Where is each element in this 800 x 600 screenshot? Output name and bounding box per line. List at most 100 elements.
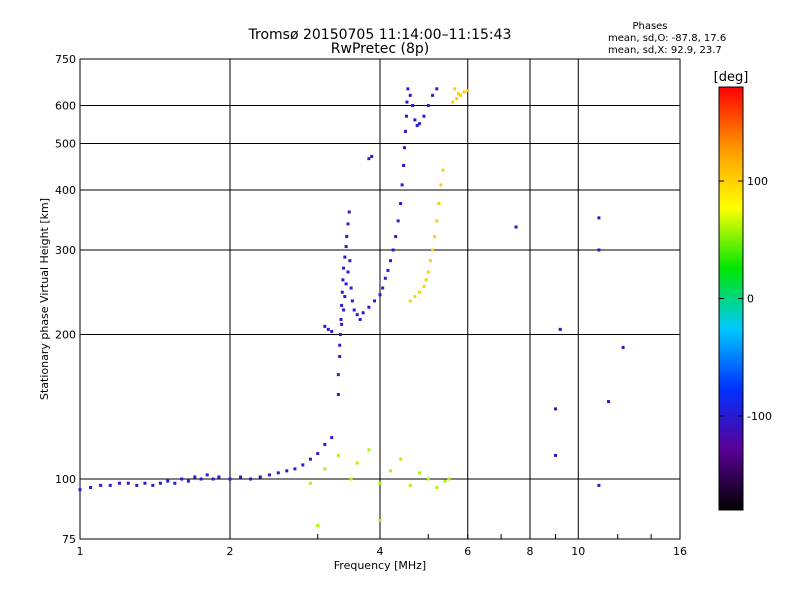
echo-point: [389, 469, 393, 473]
echo-point: [408, 483, 412, 487]
echo-point: [367, 157, 371, 161]
echo-point: [455, 97, 459, 101]
echo-point: [135, 483, 139, 487]
echo-point: [422, 284, 426, 288]
echo-point: [339, 317, 343, 321]
echo-point: [422, 114, 426, 118]
echo-point: [443, 479, 447, 483]
echo-point: [117, 481, 121, 485]
echo-point: [349, 286, 353, 290]
echo-point: [447, 477, 451, 481]
echo-point: [378, 518, 382, 522]
echo-point: [341, 278, 345, 282]
echo-point: [330, 329, 334, 333]
echo-point: [413, 118, 417, 122]
echo-point: [405, 100, 409, 104]
echo-point: [205, 473, 209, 477]
echo-point: [99, 483, 103, 487]
echo-point: [553, 453, 557, 457]
echo-point: [186, 479, 190, 483]
echo-point: [378, 481, 382, 485]
echo-point: [514, 225, 518, 229]
echo-point: [441, 168, 445, 172]
echo-point: [330, 436, 334, 440]
echo-point: [558, 327, 562, 331]
echo-point: [378, 293, 382, 297]
echo-point: [346, 222, 350, 226]
y-tick-label: 200: [55, 329, 76, 342]
echo-point: [457, 92, 461, 96]
echo-point: [78, 488, 82, 492]
echo-point: [126, 481, 130, 485]
echo-point: [424, 278, 428, 282]
echo-point: [406, 87, 410, 91]
echo-point: [417, 471, 421, 475]
y-tick-label: 750: [55, 53, 76, 66]
echo-point: [417, 290, 421, 294]
echo-point: [193, 475, 197, 479]
echo-point: [343, 295, 347, 299]
echo-point: [158, 481, 162, 485]
echo-point: [340, 322, 344, 326]
colorbar-tick-label: 0: [747, 293, 754, 306]
echo-point: [466, 88, 470, 92]
echo-point: [391, 248, 395, 252]
echo-point: [453, 87, 457, 91]
echo-point: [211, 477, 215, 481]
echo-point: [417, 122, 421, 126]
echo-point: [355, 313, 359, 317]
phase-stats-o: mean, sd,O: -87.8, 17.6: [608, 33, 727, 44]
echo-point: [426, 104, 430, 108]
echo-point: [435, 87, 439, 91]
echo-point: [597, 216, 601, 220]
echo-point: [316, 452, 320, 456]
echo-point: [403, 146, 407, 150]
echo-point: [426, 477, 430, 481]
echo-point: [342, 266, 346, 270]
echo-point: [199, 477, 203, 481]
x-axis-label: Frequency [MHz]: [334, 559, 426, 572]
echo-point: [349, 477, 353, 481]
echo-point: [439, 183, 443, 187]
echo-point: [336, 453, 340, 457]
x-tick-label: 6: [464, 545, 471, 558]
echo-point: [346, 270, 350, 274]
echo-point: [437, 201, 441, 205]
echo-point: [435, 219, 439, 223]
echo-point: [344, 245, 348, 249]
echo-point: [173, 481, 177, 485]
echo-point: [413, 295, 417, 299]
echo-point: [336, 393, 340, 397]
echo-point: [143, 481, 147, 485]
echo-point: [408, 93, 412, 97]
echo-point: [415, 124, 419, 128]
echo-point: [348, 259, 352, 263]
echo-point: [426, 270, 430, 274]
y-tick-label: 400: [55, 184, 76, 197]
echo-point: [358, 317, 362, 321]
echo-point: [350, 299, 354, 303]
echo-point: [323, 467, 327, 471]
phase-stats-heading: Phases: [632, 21, 668, 32]
echo-point: [338, 354, 342, 358]
echo-point: [217, 475, 221, 479]
echo-point: [370, 154, 374, 158]
x-tick-label: 2: [227, 545, 234, 558]
y-tick-label: 500: [55, 138, 76, 151]
echo-point: [323, 324, 327, 328]
echo-point: [308, 481, 312, 485]
echo-point: [553, 407, 557, 411]
echo-point: [355, 461, 359, 465]
echo-point: [340, 290, 344, 294]
echo-point: [308, 457, 312, 461]
echo-point: [607, 400, 611, 404]
echo-point: [342, 308, 346, 312]
echo-point: [386, 268, 390, 272]
echo-point: [151, 483, 155, 487]
echo-point: [400, 183, 404, 187]
echo-point: [239, 475, 243, 479]
x-tick-label: 4: [377, 545, 384, 558]
echo-point: [338, 333, 342, 337]
